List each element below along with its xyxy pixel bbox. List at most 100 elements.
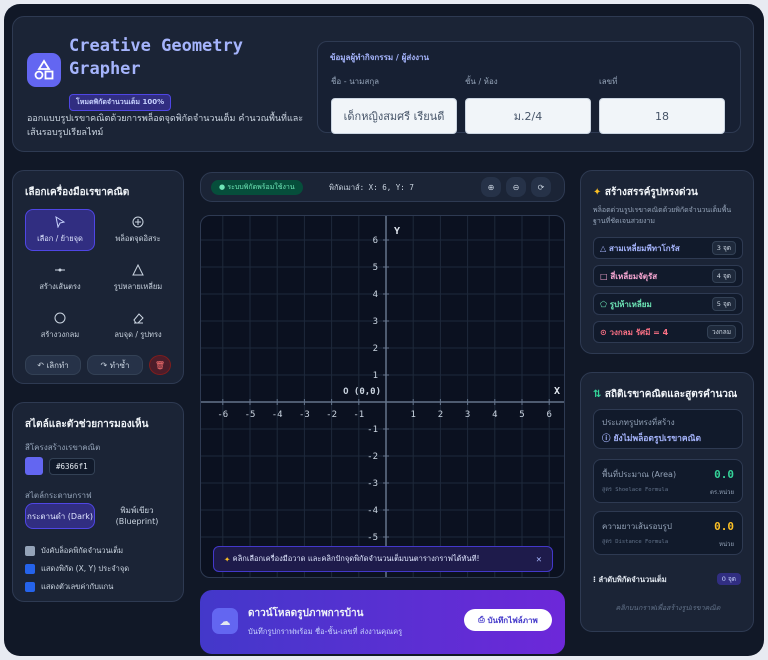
paper-option-label: พิมพ์เขียว (Blueprint) (115, 506, 159, 526)
paper-option[interactable]: กระดานดำ (Dark) (25, 503, 95, 529)
template-tag: 3 จุด (711, 241, 736, 255)
shape-label: ประเภทรูปทรงที่สร้าง (602, 418, 675, 427)
field-label: ชื่อ - นามสกุล (331, 77, 380, 86)
checkbox (25, 582, 35, 592)
save-button[interactable]: ⎙ บันทึกไฟล์ภาพ (464, 609, 552, 631)
stats-title-text: สถิติเรขาคณิตและสูตรคำนวณ (604, 389, 738, 400)
y-axis-label: Y (394, 226, 400, 237)
template-tag: 5 จุด (711, 297, 736, 311)
points-label-text: ลำดับพิกัดจำนวนเต็ม (598, 575, 667, 584)
shape-value-text: ยังไม่พล็อตรูปเรขาคณิต (613, 434, 702, 444)
templates-description: พล็อตด่วนรูปเรขาคณิตด้วยพิกัดจำนวนเต็มพื… (593, 206, 732, 225)
save-label: บันทึกไฟล์ภาพ (487, 615, 538, 625)
template-tag: วงกลม (706, 325, 736, 339)
perimeter-stat: ความยาวเส้นรอบรูป สูตร Distance Formula … (593, 511, 743, 555)
x-tick-label: -6 (217, 410, 228, 420)
x-tick-label: -5 (245, 410, 256, 420)
y-tick-label: -4 (367, 506, 378, 516)
perimeter-label: ความยาวเส้นรอบรูป (602, 522, 672, 531)
x-tick-label: 3 (465, 410, 470, 420)
tool-label: เลือก / ย้ายจุด (37, 233, 83, 243)
y-tick-label: 3 (373, 317, 378, 327)
x-tick-label: -2 (326, 410, 337, 420)
template-name: รูปห้าเหลี่ยม (609, 299, 652, 309)
tool-label: ลบจุด / รูปทรง (114, 329, 162, 339)
checkbox-row[interactable]: บังคับล็อคพิกัดจำนวนเต็ม (25, 545, 123, 557)
points-label: ⁝ ลำดับพิกัดจำนวนเต็ม (593, 575, 667, 584)
templates-title: ✦ สร้างสรรค์รูปทรงด่วน (593, 187, 698, 198)
shape-stat: ประเภทรูปทรงที่สร้าง ⓘ ยังไม่พล็อตรูปเรข… (593, 409, 743, 449)
checkbox (25, 546, 35, 556)
undo-label: เลิกทำ (46, 360, 69, 370)
y-tick-label: 6 (373, 236, 378, 246)
toast-close[interactable]: ✕ (535, 554, 542, 564)
template-item[interactable]: □ สี่เหลี่ยมจัตุรัส 4 จุด (593, 265, 743, 287)
tool-label: พล็อตจุดอิสระ (115, 233, 161, 243)
template-item[interactable]: ⊙ วงกลม รัศมี = 4 วงกลม (593, 321, 743, 343)
template-item[interactable]: ⬠ รูปห้าเหลี่ยม 5 จุด (593, 293, 743, 315)
app-title: Creative Geometry Grapher (69, 36, 243, 79)
number-input[interactable]: 18 (599, 98, 725, 134)
download-subtitle: บันทึกรูปกราฟพร้อม ชื่อ-ชั้น-เลขที่ ส่งง… (248, 627, 403, 636)
checkbox-label: แสดงพิกัด (X, Y) ประจำจุด (41, 564, 130, 573)
tool-icon (133, 312, 144, 323)
graph-area[interactable]: X Y O (0,0) -6 -5 -4 -3 -2 -1 1 2 3 4 5 6 6 5 4 3 2 1 -1 -2… (200, 215, 565, 578)
tool-button[interactable]: ลบจุด / รูปทรง (103, 305, 173, 347)
style-card: สไตล์และตัวช่วยการมองเห็น สีโครงสร้างเรข… (12, 402, 184, 602)
graph-canvas[interactable]: X Y O (0,0) -6 -5 -4 -3 -2 -1 1 2 3 4 5 6 6 5 4 3 2 1 -1 -2… (201, 216, 565, 578)
y-tick-label: -3 (367, 479, 378, 489)
name-input[interactable]: เด็กหญิงสมศรี เรียนดี (331, 98, 457, 134)
template-item[interactable]: △ สามเหลี่ยมพีทาโกรัส 3 จุด (593, 237, 743, 259)
student-title: ข้อมูลผู้ทำกิจกรรม / ผู้ส่งงาน (330, 53, 429, 62)
perimeter-value: 0.0 (714, 520, 734, 533)
tool-button[interactable]: พล็อตจุดอิสระ (103, 209, 173, 251)
paper-option[interactable]: พิมพ์เขียว (Blueprint) (101, 503, 173, 529)
tool-button[interactable]: รูปหลายเหลี่ยม (103, 257, 173, 299)
status-text: ระบบพิกัดพร้อมใช้งาน (227, 183, 295, 191)
clear-button[interactable]: 🗑 (149, 355, 171, 375)
download-card: ☁ ดาวน์โหลดรูปภาพการบ้าน บันทึกรูปกราฟพร… (200, 590, 565, 654)
tool-button[interactable]: เลือก / ย้ายจุด (25, 209, 95, 251)
tool-icon (55, 268, 65, 271)
checkbox (25, 564, 35, 574)
tool-icon (54, 312, 66, 323)
tool-button[interactable]: สร้างเส้นตรง (25, 257, 95, 299)
y-tick-label: 4 (373, 290, 378, 300)
y-tick-label: 1 (373, 371, 378, 381)
zoom-in[interactable]: ⊕ (481, 177, 501, 197)
x-tick-label: -1 (353, 410, 364, 420)
color-swatch[interactable] (25, 457, 43, 475)
template-tag: 4 จุด (711, 269, 736, 283)
style-title: สไตล์และตัวช่วยการมองเห็น (25, 419, 149, 430)
undo-button[interactable]: ↶ เลิกทำ (25, 355, 81, 375)
logo-icon (34, 59, 54, 80)
perimeter-formula: สูตร Distance Formula (602, 539, 669, 545)
checkbox-label: บังคับล็อคพิกัดจำนวนเต็ม (41, 546, 124, 555)
template-name: สามเหลี่ยมพีทาโกรัส (608, 243, 680, 253)
toast-text: คลิกเลือกเครื่องมือวาด และคลิกปักจุดพิกั… (232, 554, 480, 563)
x-tick-label: 5 (519, 410, 524, 420)
redo-label: ทำซ้ำ (109, 360, 130, 370)
field-label: ชั้น / ห้อง (465, 77, 498, 86)
area-unit: ตร.หน่วย (710, 489, 734, 496)
mouse-coords: พิกัดเมาส์: X: 6, Y: 7 (329, 183, 414, 192)
zoom-out[interactable]: ⊖ (506, 177, 526, 197)
class-input[interactable]: ม.2/4 (465, 98, 591, 134)
reset-view[interactable]: ⟳ (531, 177, 551, 197)
x-tick-label: 1 (410, 410, 415, 420)
field-label: เลขที่ (599, 77, 618, 86)
tool-button[interactable]: สร้างวงกลม (25, 305, 95, 347)
templates-card: ✦ สร้างสรรค์รูปทรงด่วน พล็อตด่วนรูปเรขาค… (580, 170, 754, 354)
perimeter-unit: หน่วย (719, 541, 734, 548)
tools-card: เลือกเครื่องมือเรขาคณิต เลือก / ย้ายจุด … (12, 170, 184, 384)
redo-button[interactable]: ↷ ทำซ้ำ (87, 355, 143, 375)
paper-option-label: กระดานดำ (Dark) (26, 511, 94, 521)
x-tick-label: -4 (272, 410, 283, 420)
checkbox-row[interactable]: แสดงพิกัด (X, Y) ประจำจุด (25, 563, 129, 575)
tool-label: สร้างวงกลม (40, 329, 80, 339)
tool-label: รูปหลายเหลี่ยม (113, 281, 163, 291)
checkbox-row[interactable]: แสดงตัวเลขค่ากับแกน (25, 581, 113, 593)
template-name: สี่เหลี่ยมจัตุรัส (610, 271, 658, 281)
y-tick-label: 2 (373, 344, 378, 354)
app-description: ออกแบบรูปเรขาคณิตด้วยการพล็อตจุดพิกัดจำน… (27, 114, 304, 138)
